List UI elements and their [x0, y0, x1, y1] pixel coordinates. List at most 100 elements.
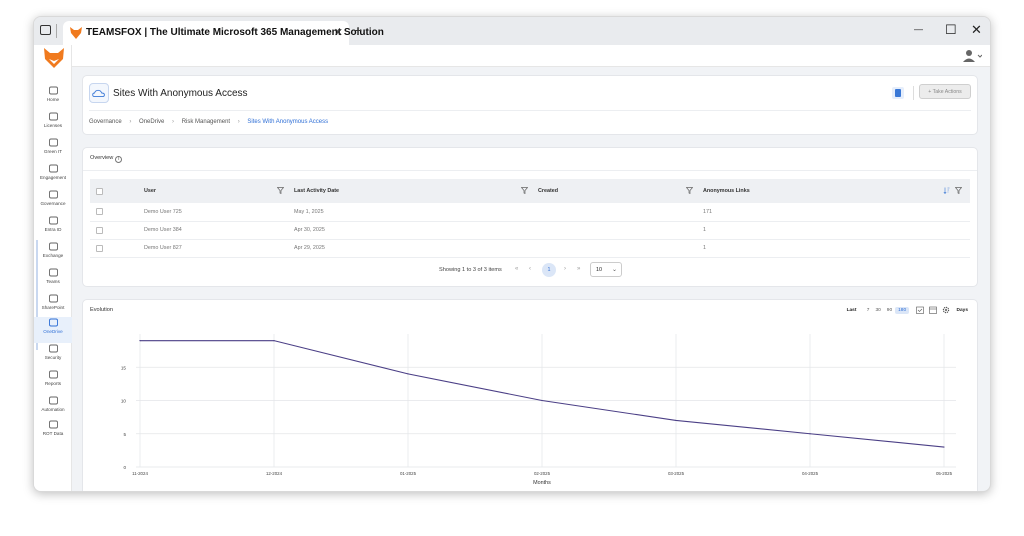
range-option-7[interactable]: 7: [866, 308, 870, 314]
window-menu-icon[interactable]: [40, 25, 51, 35]
sharepoint-icon: [48, 294, 58, 303]
next-page-icon[interactable]: ›: [564, 266, 566, 272]
column-created[interactable]: Created: [538, 179, 703, 203]
sidebar-item-label: Home: [46, 97, 60, 102]
browser-tab[interactable]: TEAMSFOX | The Ultimate Microsoft 365 Ma…: [63, 21, 384, 45]
take-actions-button[interactable]: + Take Actions: [919, 84, 971, 99]
cell-user: Demo User 827: [144, 239, 294, 258]
range-last-label: Last: [846, 308, 857, 314]
sidebar-item-onedrive[interactable]: OneDrive: [34, 317, 72, 343]
nav-sub-indicator: [36, 240, 38, 350]
table-row[interactable]: Demo User 725 May 1, 2025 171: [90, 203, 970, 222]
breadcrumb-separator: ›: [129, 119, 132, 125]
app-top-bar: [34, 45, 990, 67]
license-icon: [48, 112, 58, 121]
engagement-icon: [48, 164, 58, 173]
calendar-range-icon[interactable]: [915, 306, 924, 314]
table-row[interactable]: Demo User 827 Apr 29, 2025 1: [90, 239, 970, 258]
calendar-icon[interactable]: [929, 306, 937, 314]
range-option-30[interactable]: 30: [875, 308, 881, 314]
gear-icon: [48, 396, 58, 405]
column-created-label: Created: [538, 188, 559, 194]
row-select-cell: [90, 221, 144, 240]
plus-icon[interactable]: +: [354, 22, 363, 38]
last-page-icon[interactable]: »: [577, 266, 581, 272]
sidebar: Home Licenses Green IT Engagement Governance…: [34, 45, 72, 491]
sidebar-item-automation[interactable]: Automation: [34, 395, 72, 421]
sidebar-item-sharepoint[interactable]: SharePoint: [34, 293, 72, 319]
table-row[interactable]: Demo User 384 Apr 30, 2025 1: [90, 221, 970, 240]
sidebar-item-licenses[interactable]: Licenses: [34, 111, 72, 137]
sidebar-item-green-it[interactable]: Green IT: [34, 137, 72, 163]
minimize-icon[interactable]: —: [914, 24, 923, 34]
column-user[interactable]: User: [144, 179, 294, 203]
sidebar-item-teams[interactable]: Teams: [34, 267, 72, 293]
x-axis-title: Months: [533, 480, 551, 486]
close-tab-icon[interactable]: ✕: [333, 27, 343, 39]
previous-page-icon[interactable]: ‹: [529, 266, 531, 272]
user-avatar-icon[interactable]: [962, 49, 982, 63]
filter-icon[interactable]: [521, 187, 528, 194]
teamsfox-favicon-icon: [70, 27, 82, 39]
y-tick-label: 0: [123, 465, 126, 470]
row-checkbox[interactable]: [96, 226, 103, 234]
sidebar-item-reports[interactable]: Reports: [34, 369, 72, 395]
info-icon[interactable]: i: [115, 156, 123, 163]
sidebar-item-security[interactable]: Security: [34, 343, 72, 369]
range-option-180[interactable]: 180: [895, 307, 910, 315]
column-anonymous-links[interactable]: Anonymous Links: [703, 179, 970, 203]
gear-icon[interactable]: [942, 306, 950, 314]
export-excel-icon[interactable]: [892, 87, 904, 99]
row-checkbox[interactable]: [96, 244, 103, 252]
maximize-icon[interactable]: ☐: [945, 22, 957, 37]
sidebar-item-label: OneDrive: [43, 329, 63, 334]
breadcrumb-risk-management[interactable]: Risk Management: [181, 119, 231, 125]
page-header-card: Sites With Anonymous Access + Take Actio…: [82, 75, 978, 135]
column-last-activity[interactable]: Last Activity Date: [294, 179, 538, 203]
sidebar-item-governance[interactable]: Governance: [34, 189, 72, 215]
filter-icon[interactable]: [277, 187, 284, 194]
tab-title: TEAMSFOX | The Ultimate Microsoft 365 Ma…: [86, 27, 384, 38]
sidebar-item-rot-data[interactable]: ROT Data: [34, 419, 72, 445]
data-point: [675, 419, 677, 422]
teamsfox-logo-icon[interactable]: [43, 47, 65, 69]
sidebar-item-label: SharePoint: [41, 305, 65, 310]
sidebar-item-home[interactable]: Home: [34, 85, 72, 111]
page-size-select[interactable]: 10 ⌄: [590, 262, 622, 277]
data-point: [541, 399, 543, 402]
x-tick-label: 03-2025: [668, 471, 685, 476]
select-all-checkbox[interactable]: [96, 187, 103, 195]
breadcrumb-onedrive[interactable]: OneDrive: [139, 119, 165, 125]
sort-descending-icon[interactable]: [943, 187, 950, 194]
evolution-line-chart: 0 5 10 15 11-2024 12-2024 01-2025 02-2025 03-202…: [121, 334, 956, 486]
page-title: Sites With Anonymous Access: [113, 88, 248, 99]
sidebar-item-label: Automation: [41, 407, 65, 412]
shield-icon: [48, 344, 58, 353]
breadcrumb-governance[interactable]: Governance: [89, 119, 122, 125]
sidebar-item-exchange[interactable]: Exchange: [34, 241, 72, 267]
sidebar-item-label: Reports: [44, 381, 62, 386]
teams-icon: [48, 268, 58, 277]
filter-icon[interactable]: [955, 187, 962, 194]
sidebar-item-label: Security: [44, 355, 62, 360]
close-window-icon[interactable]: ✕: [971, 22, 982, 37]
sidebar-item-label: Exchange: [42, 253, 64, 258]
breadcrumb-current: Sites With Anonymous Access: [247, 119, 329, 125]
column-anonymous-links-label: Anonymous Links: [703, 188, 750, 194]
sidebar-item-entra-id[interactable]: Entra ID: [34, 215, 72, 241]
overview-card: Overview i User Last Activity Date Create…: [82, 147, 978, 287]
row-select-cell: [90, 203, 144, 222]
page-number-button[interactable]: 1: [542, 263, 556, 277]
row-checkbox[interactable]: [96, 208, 103, 216]
evolution-title: Evolution: [90, 307, 114, 313]
x-tick-label: 12-2024: [266, 471, 283, 476]
x-tick-label: 04-2025: [802, 471, 819, 476]
cell-created: [538, 203, 703, 222]
range-option-90[interactable]: 90: [886, 308, 893, 314]
sidebar-item-engagement[interactable]: Engagement: [34, 163, 72, 189]
data-point: [139, 340, 141, 342]
governance-icon: [48, 190, 58, 199]
filter-icon[interactable]: [686, 187, 693, 194]
first-page-icon[interactable]: «: [515, 266, 519, 272]
sidebar-item-label: ROT Data: [42, 431, 64, 436]
